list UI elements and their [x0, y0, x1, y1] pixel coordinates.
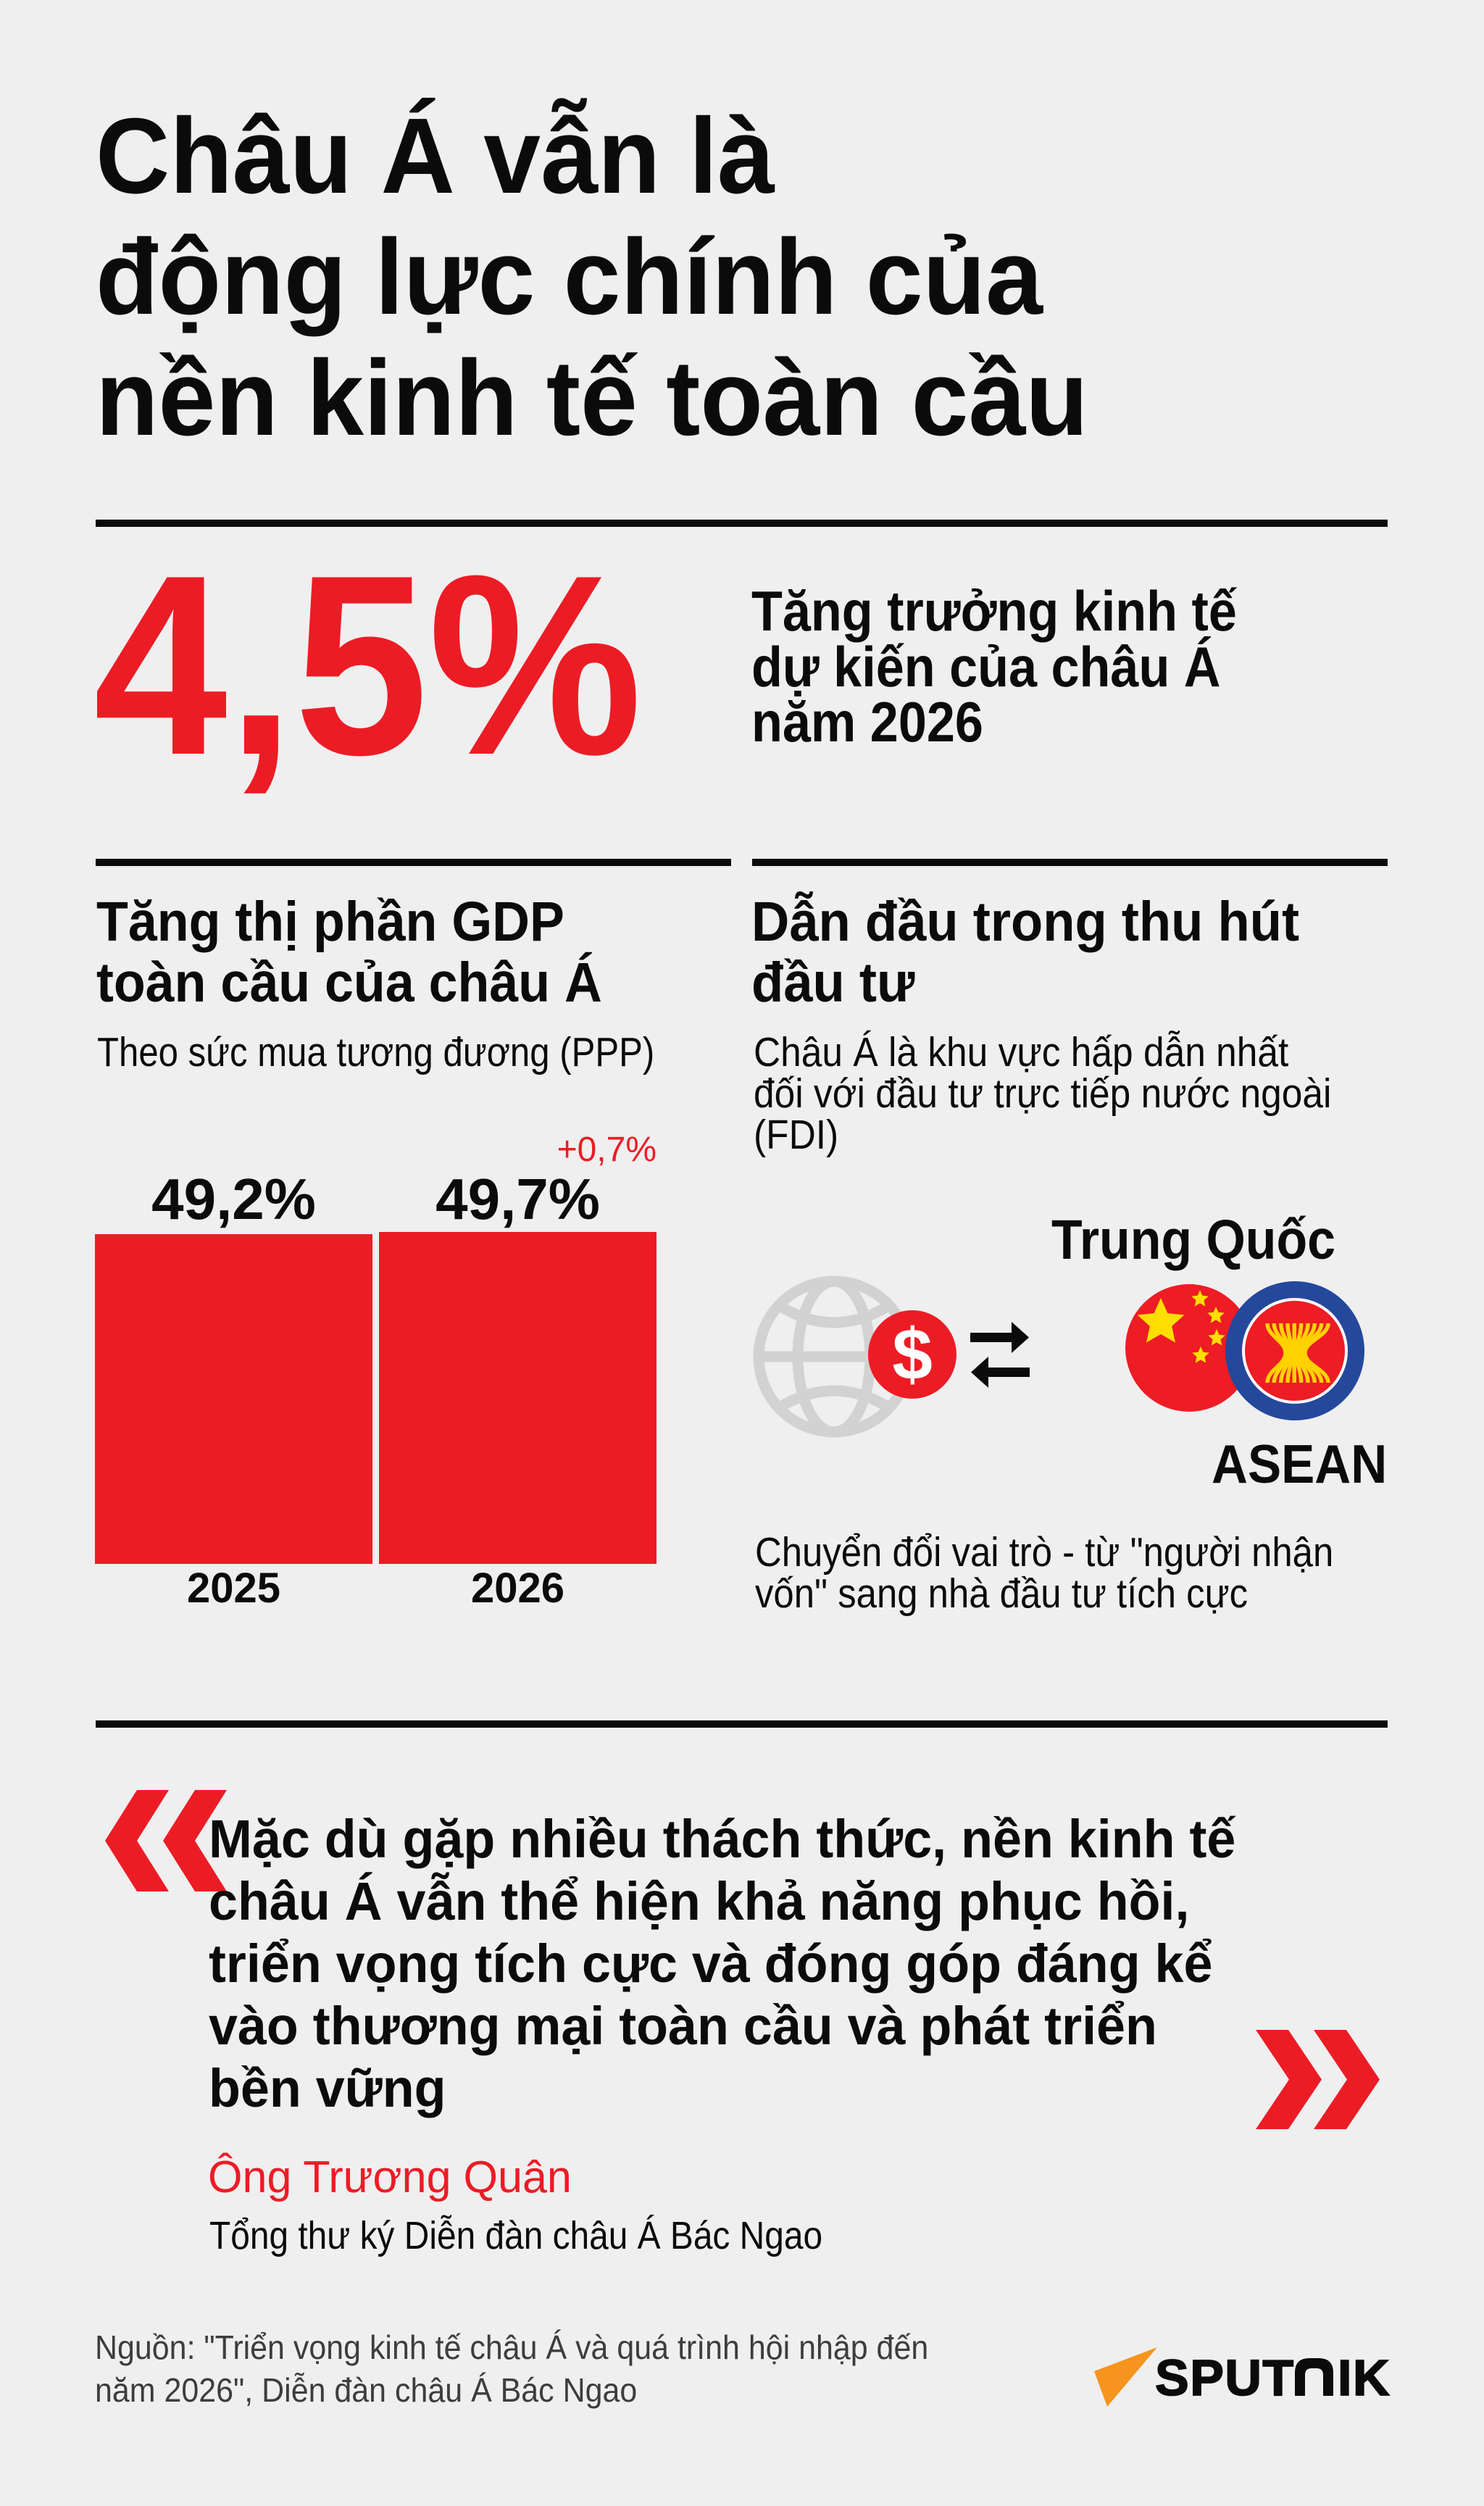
svg-text:SPUT: SPUT [1155, 2349, 1295, 2406]
svg-text:IK: IK [1338, 2349, 1391, 2406]
svg-text:$: $ [892, 1314, 933, 1395]
